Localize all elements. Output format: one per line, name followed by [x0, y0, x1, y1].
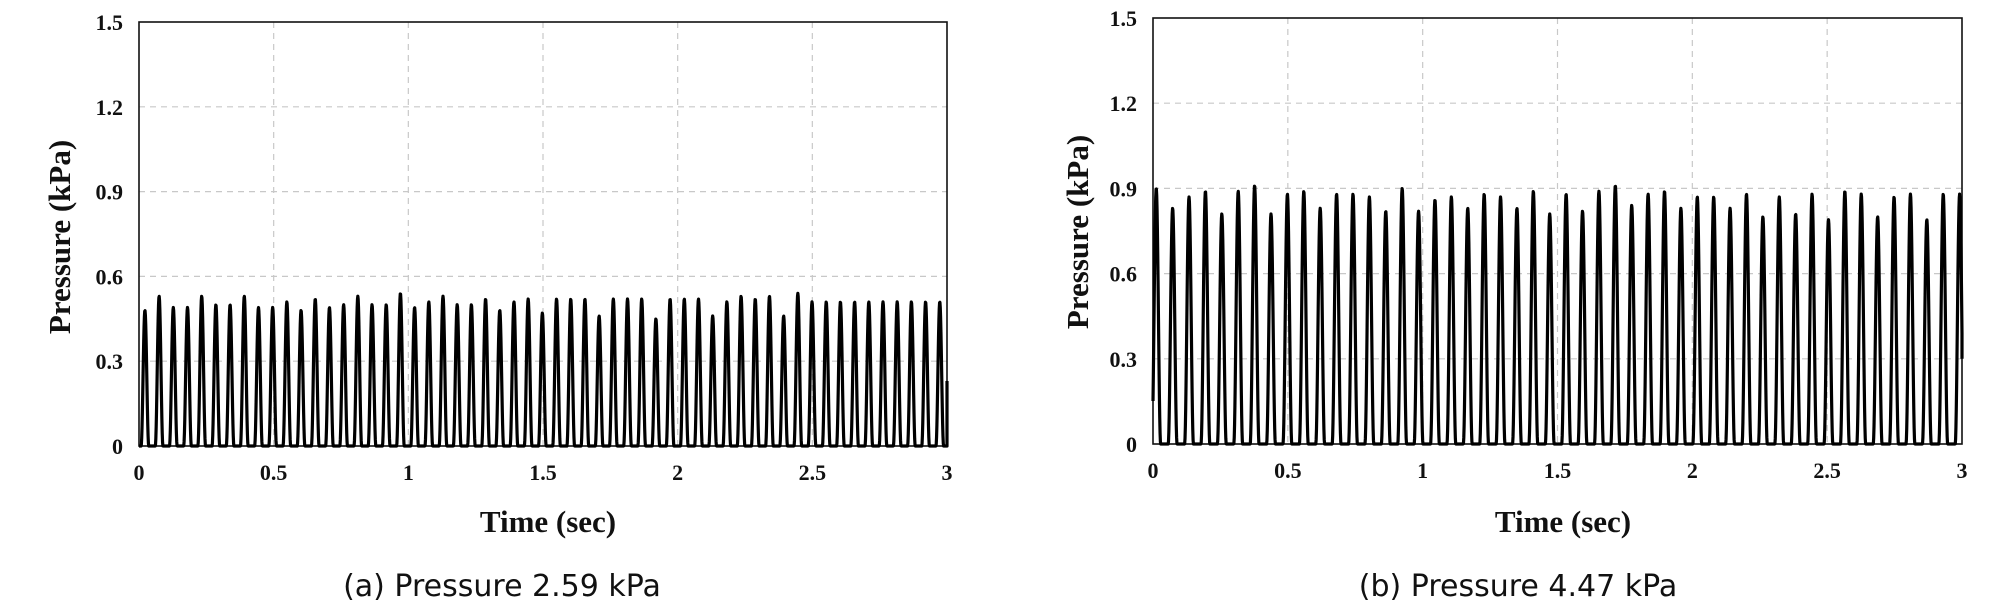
x-tick-label: 1: [403, 460, 414, 485]
y-tick-label: 1.5: [96, 10, 124, 35]
x-axis-title-a: Time (sec): [480, 504, 616, 539]
y-ticks-b: 0 0.3 0.6 0.9 1.2 1.5: [1110, 6, 1138, 457]
x-tick-label: 0.5: [260, 460, 288, 485]
y-tick-label: 0.3: [1110, 347, 1138, 372]
y-axis-title-b: Pressure (kPa): [1060, 135, 1095, 329]
x-ticks-a: 0 0.5 1 1.5 2 2.5 3: [134, 460, 953, 485]
y-axis-title-a: Pressure (kPa): [42, 140, 77, 334]
y-tick-label: 0.6: [1110, 262, 1138, 287]
x-tick-label: 2.5: [799, 460, 827, 485]
y-tick-label: 0.9: [96, 180, 124, 205]
x-axis-title-b: Time (sec): [1495, 504, 1631, 539]
x-tick-label: 0.5: [1274, 458, 1302, 483]
y-tick-label: 1.2: [1110, 91, 1138, 116]
chart-panel-a: 0 0.3 0.6 0.9 1.2 1.5 0 0.5 1 1.5 2 2.5 3 Pressure …: [42, 10, 953, 604]
y-tick-label: 0: [1126, 432, 1137, 457]
x-tick-label: 0: [134, 460, 145, 485]
x-tick-label: 2: [672, 460, 683, 485]
x-ticks-b: 0 0.5 1 1.5 2 2.5 3: [1148, 458, 1968, 483]
y-tick-label: 0: [112, 434, 123, 459]
y-tick-label: 0.9: [1110, 176, 1138, 201]
x-tick-label: 2.5: [1813, 458, 1841, 483]
y-tick-label: 0.3: [96, 349, 124, 374]
chart-panel-b: 0 0.3 0.6 0.9 1.2 1.5 0 0.5 1 1.5 2 2.5 3 Pressure …: [1060, 6, 1968, 604]
y-tick-label: 1.5: [1110, 6, 1138, 31]
x-tick-label: 3: [1957, 458, 1968, 483]
x-tick-label: 0: [1148, 458, 1159, 483]
x-tick-label: 1.5: [1544, 458, 1572, 483]
y-tick-label: 1.2: [96, 95, 124, 120]
y-tick-label: 0.6: [96, 264, 124, 289]
caption-a: (a) Pressure 2.59 kPa: [343, 569, 661, 604]
x-tick-label: 1.5: [529, 460, 557, 485]
x-tick-label: 2: [1687, 458, 1698, 483]
pressure-series-b: [1151, 184, 1964, 446]
x-tick-label: 1: [1417, 458, 1428, 483]
plot-frame-a: [138, 21, 948, 447]
y-ticks-a: 0 0.3 0.6 0.9 1.2 1.5: [96, 10, 124, 459]
pressure-series-a: [137, 291, 949, 448]
x-tick-label: 3: [942, 460, 953, 485]
caption-b: (b) Pressure 4.47 kPa: [1359, 569, 1677, 604]
